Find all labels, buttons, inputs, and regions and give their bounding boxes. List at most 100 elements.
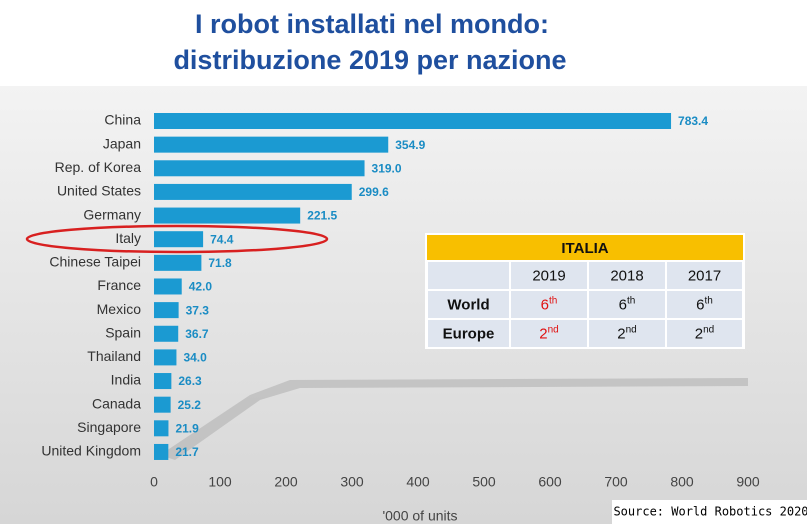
ordinal-number: 2 bbox=[539, 325, 547, 342]
table-cell bbox=[428, 291, 509, 318]
value-label: 21.7 bbox=[175, 445, 199, 459]
y-tick-label: Mexico bbox=[97, 301, 142, 317]
table-cell bbox=[428, 262, 509, 289]
ordinal-number: 6 bbox=[619, 296, 627, 313]
ordinal-suffix: nd bbox=[703, 324, 714, 335]
x-tick-label: 0 bbox=[150, 474, 158, 490]
table-cell bbox=[667, 262, 742, 289]
ordinal-number: 6 bbox=[696, 296, 704, 313]
value-label: 36.7 bbox=[185, 327, 209, 341]
y-tick-label: India bbox=[111, 372, 142, 388]
table-cell bbox=[511, 262, 587, 289]
value-label: 299.6 bbox=[359, 185, 389, 199]
bar bbox=[154, 396, 171, 413]
y-tick-label: Singapore bbox=[77, 419, 141, 435]
y-tick-label: Italy bbox=[115, 230, 141, 246]
x-tick-label: 200 bbox=[274, 474, 298, 490]
table-cell bbox=[589, 291, 665, 318]
value-label: 221.5 bbox=[307, 209, 337, 223]
y-tick-label: Thailand bbox=[87, 348, 141, 364]
ordinal-suffix: th bbox=[549, 295, 557, 306]
table-cell bbox=[589, 262, 665, 289]
x-tick-label: 800 bbox=[670, 474, 694, 490]
x-tick-label: 300 bbox=[340, 474, 364, 490]
table-value: 6th bbox=[541, 295, 558, 313]
ordinal-number: 2 bbox=[695, 325, 703, 342]
row-label: World bbox=[447, 296, 489, 313]
bar bbox=[154, 443, 169, 460]
bar bbox=[154, 278, 182, 295]
x-tick-label: 700 bbox=[604, 474, 628, 490]
bar bbox=[154, 302, 179, 319]
y-tick-label: France bbox=[97, 277, 141, 293]
column-header: 2018 bbox=[610, 267, 643, 284]
bars: 0 100 200 300 400 500 600 700 800 900 China 783.4 Ja… bbox=[41, 112, 760, 490]
table-cell bbox=[667, 320, 742, 347]
y-tick-label: Germany bbox=[83, 206, 141, 222]
table-cell bbox=[667, 291, 742, 318]
value-label: 319.0 bbox=[372, 161, 402, 175]
y-tick-label: Canada bbox=[92, 395, 141, 411]
ordinal-number: 6 bbox=[541, 296, 549, 313]
bar bbox=[154, 373, 172, 390]
x-tick-label: 400 bbox=[406, 474, 430, 490]
ordinal-number: 2 bbox=[617, 325, 625, 342]
column-header: 2017 bbox=[688, 267, 721, 284]
table-header bbox=[427, 235, 743, 260]
bar bbox=[154, 183, 352, 200]
value-label: 42.0 bbox=[189, 280, 213, 294]
x-tick-label: 600 bbox=[538, 474, 562, 490]
chart-title: I robot installati nel mondo: bbox=[195, 9, 549, 39]
value-label: 25.2 bbox=[178, 398, 202, 412]
value-label: 354.9 bbox=[395, 138, 425, 152]
decor-shadow bbox=[160, 378, 748, 460]
table-value: 2nd bbox=[617, 324, 636, 342]
y-tick-label: China bbox=[104, 112, 141, 128]
y-tick-label: Rep. of Korea bbox=[55, 159, 142, 175]
bar bbox=[154, 231, 204, 248]
y-tick-label: Japan bbox=[103, 135, 141, 151]
y-tick-label: Chinese Taipei bbox=[49, 254, 141, 270]
ordinal-suffix: th bbox=[627, 295, 635, 306]
ordinal-suffix: th bbox=[705, 295, 713, 306]
table-cell bbox=[511, 320, 587, 347]
column-header: 2019 bbox=[532, 267, 565, 284]
bar bbox=[154, 254, 202, 271]
bar bbox=[154, 136, 389, 153]
x-tick-label: 900 bbox=[736, 474, 760, 490]
table-cell bbox=[511, 291, 587, 318]
bar bbox=[154, 207, 301, 224]
x-tick-label: 500 bbox=[472, 474, 496, 490]
y-tick-label: Spain bbox=[105, 324, 141, 340]
y-tick-label: United States bbox=[57, 183, 141, 199]
source: Source: World Robotics 2020 bbox=[613, 505, 807, 519]
table-cell bbox=[589, 320, 665, 347]
bar bbox=[154, 325, 179, 342]
table-value: 6th bbox=[696, 295, 713, 313]
bar bbox=[154, 420, 169, 437]
value-label: 783.4 bbox=[678, 114, 708, 128]
bar bbox=[154, 113, 672, 129]
ordinal-suffix: nd bbox=[626, 324, 637, 335]
value-label: 21.9 bbox=[175, 421, 199, 435]
value-label: 74.4 bbox=[210, 232, 234, 246]
x-tick-label: 100 bbox=[208, 474, 232, 490]
row-label: Europe bbox=[443, 325, 495, 342]
highlight-ellipse bbox=[25, 224, 329, 254]
chart-title: distribuzione 2019 per nazione bbox=[173, 45, 566, 75]
value-label: 34.0 bbox=[183, 351, 207, 365]
table-value: 2nd bbox=[695, 324, 714, 342]
value-label: 71.8 bbox=[208, 256, 232, 270]
source-box bbox=[612, 500, 807, 524]
y-tick-label: United Kingdom bbox=[41, 443, 141, 459]
table-cell bbox=[428, 320, 509, 347]
ordinal-suffix: nd bbox=[548, 324, 559, 335]
table-title: ITALIA bbox=[561, 240, 608, 257]
value-label: 26.3 bbox=[178, 374, 202, 388]
value-label: 37.3 bbox=[186, 303, 210, 317]
bar bbox=[154, 160, 365, 177]
bar bbox=[154, 349, 177, 366]
table-value: 2nd bbox=[539, 324, 558, 342]
